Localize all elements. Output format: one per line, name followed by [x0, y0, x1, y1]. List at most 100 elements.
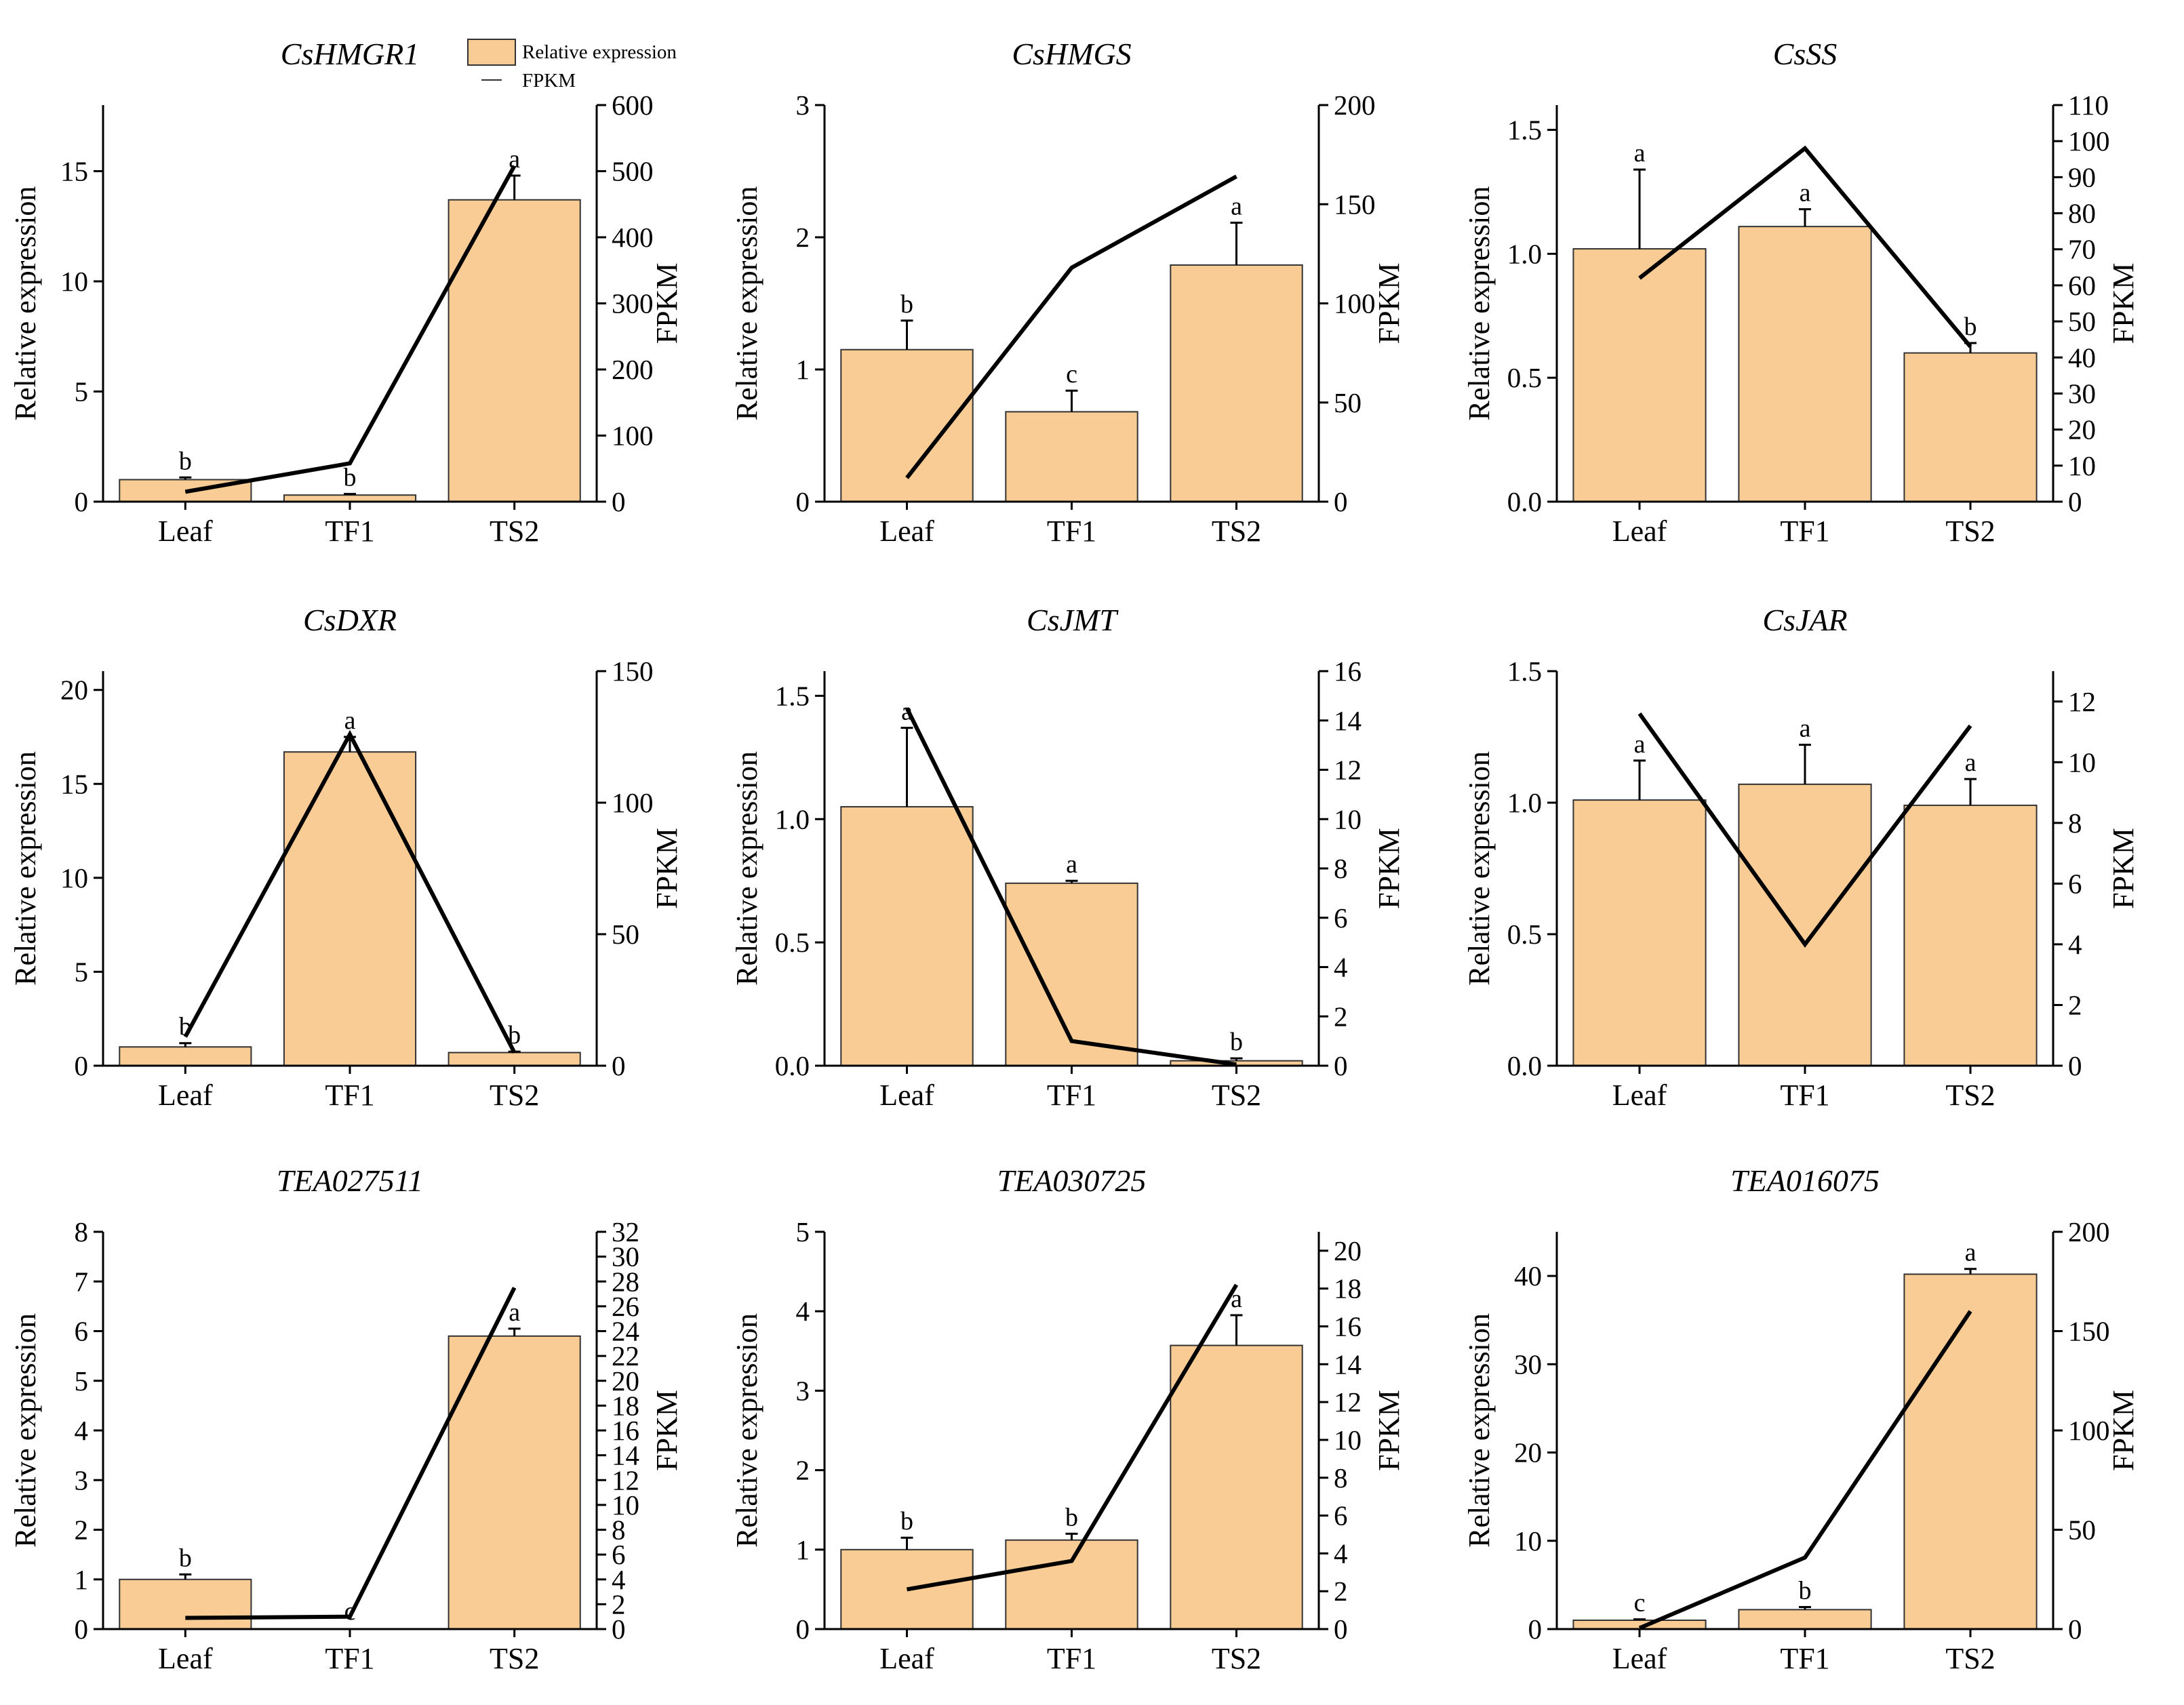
x-tick-label: TF1: [1780, 1079, 1829, 1112]
x-tick-label: Leaf: [1612, 515, 1667, 548]
y-left-tick-label: 0.5: [1507, 362, 1542, 393]
x-tick-label: TS2: [1212, 1079, 1261, 1112]
y-left-label: Relative expression: [730, 751, 763, 986]
y-right-tick-label: 12: [612, 1464, 639, 1496]
y-left-tick-label: 5: [796, 1216, 810, 1247]
x-tick-label: TS2: [1212, 1642, 1261, 1675]
y-right-tick-label: 12: [2068, 686, 2096, 717]
y-right-tick-label: 16: [612, 1415, 639, 1446]
y-left-tick-label: 0.0: [1507, 486, 1542, 517]
y-right-tick-label: 0: [2068, 486, 2082, 517]
y-right-tick-label: 400: [612, 222, 654, 253]
panel-tea016075: c b a 0 10 20 30 40 0 50 100 150 200 Leaf TF1 TS2 TEA016…: [1463, 1163, 2140, 1675]
y-left-tick-label: 1.0: [1507, 787, 1542, 818]
panel-title: TEA016075: [1730, 1163, 1880, 1198]
y-left-tick-label: 0: [75, 1613, 89, 1645]
bar-tf1: [1005, 1539, 1138, 1630]
y-right-label: FPKM: [650, 1390, 683, 1471]
x-tick-label: TF1: [1780, 515, 1829, 548]
bar-leaf: [119, 1046, 252, 1067]
y-right-tick-label: 2: [1334, 1001, 1348, 1032]
fpkm-line: [184, 165, 517, 494]
bar-tf1: [1738, 783, 1872, 1066]
fpkm-line: [906, 1283, 1239, 1592]
y-right-tick-label: 8: [1334, 1462, 1348, 1493]
significance-letter: b: [1230, 1028, 1243, 1056]
y-right-tick-label: 100: [1334, 288, 1376, 319]
y-right-tick-label: 18: [1334, 1273, 1362, 1304]
panel-csjar: a a a 0.0 0.5 1.0 1.5 0 2 4 6 8 10 12 Leaf TF1 TS2 CsJAR R…: [1463, 603, 2140, 1112]
y-left-tick-label: 0: [1528, 1613, 1543, 1645]
y-left-tick-label: 5: [75, 1365, 89, 1397]
significance-letter: a: [1965, 1239, 1977, 1267]
y-right-tick-label: 2: [612, 1588, 626, 1620]
y-left-label: Relative expression: [1463, 751, 1496, 986]
x-tick-label: TS2: [1945, 1642, 1995, 1675]
bar-ts2: [1903, 804, 2038, 1066]
y-right-tick-label: 6: [1334, 902, 1348, 934]
y-right-label: FPKM: [650, 828, 683, 909]
y-left-tick-label: 8: [75, 1216, 89, 1247]
x-tick-label: Leaf: [879, 1079, 934, 1112]
bar-ts2: [448, 1051, 581, 1066]
x-tick-label: Leaf: [1612, 1079, 1667, 1112]
y-left-tick-label: 1.0: [775, 803, 810, 835]
y-right-label: FPKM: [2107, 1390, 2140, 1471]
bar-leaf: [1572, 248, 1707, 502]
significance-letter: a: [1634, 730, 1646, 759]
y-right-tick-label: 10: [2068, 450, 2096, 481]
y-left-tick-label: 20: [60, 675, 88, 706]
significance-letter: c: [1066, 360, 1077, 388]
y-right-tick-label: 200: [1334, 89, 1376, 121]
y-left-tick-label: 20: [1514, 1437, 1542, 1468]
y-right-tick-label: 150: [2068, 1316, 2110, 1347]
y-left-tick-label: 0: [796, 1613, 810, 1645]
bar-leaf: [1572, 799, 1707, 1066]
y-left-tick-label: 40: [1514, 1260, 1542, 1291]
fpkm-line: [1638, 1310, 1972, 1630]
fpkm-line: [905, 174, 1237, 479]
significance-letter: a: [1800, 179, 1811, 207]
y-right-tick-label: 6: [1334, 1500, 1348, 1531]
x-tick-label: TS2: [1945, 1079, 1995, 1112]
y-left-tick-label: 15: [60, 156, 88, 187]
fpkm-line: [1638, 145, 1972, 348]
y-left-tick-label: 10: [60, 862, 88, 894]
y-right-tick-label: 0: [1334, 1613, 1348, 1645]
y-right-tick-label: 100: [2068, 125, 2110, 157]
y-right-label: FPKM: [1372, 828, 1406, 909]
y-left-label: Relative expression: [9, 751, 42, 986]
y-left-tick-label: 0: [75, 1050, 89, 1081]
y-right-tick-label: 200: [2068, 1216, 2110, 1247]
y-right-tick-label: 10: [1334, 1424, 1362, 1456]
significance-letter: b: [900, 1507, 913, 1536]
significance-letter: b: [344, 464, 357, 492]
y-right-tick-label: 10: [1334, 803, 1362, 835]
significance-letter: b: [1799, 1576, 1812, 1605]
y-right-tick-label: 20: [1334, 1235, 1362, 1266]
x-tick-label: Leaf: [158, 1079, 213, 1112]
bar-ts2: [1903, 1273, 2038, 1630]
panel-title: CsHMGR1: [281, 37, 419, 71]
bar-leaf: [119, 1578, 252, 1630]
y-right-tick-label: 0: [612, 486, 626, 517]
y-right-tick-label: 0: [2068, 1613, 2082, 1645]
x-tick-label: TS2: [490, 515, 539, 548]
y-left-tick-label: 7: [75, 1266, 89, 1297]
y-right-tick-label: 8: [1334, 853, 1348, 884]
y-right-tick-label: 12: [1334, 1386, 1362, 1418]
bar-tf1: [1738, 226, 1872, 502]
y-right-tick-label: 2: [2068, 989, 2082, 1020]
y-left-tick-label: 1: [75, 1564, 89, 1595]
y-right-tick-label: 10: [2068, 746, 2096, 778]
y-right-label: FPKM: [2107, 263, 2140, 344]
bar-ts2: [448, 1335, 581, 1630]
y-right-tick-label: 12: [1334, 755, 1362, 786]
y-right-tick-label: 4: [2068, 929, 2082, 960]
y-right-tick-label: 0: [612, 1050, 626, 1081]
y-right-tick-label: 14: [612, 1440, 639, 1471]
y-right-tick-label: 30: [612, 1241, 639, 1272]
